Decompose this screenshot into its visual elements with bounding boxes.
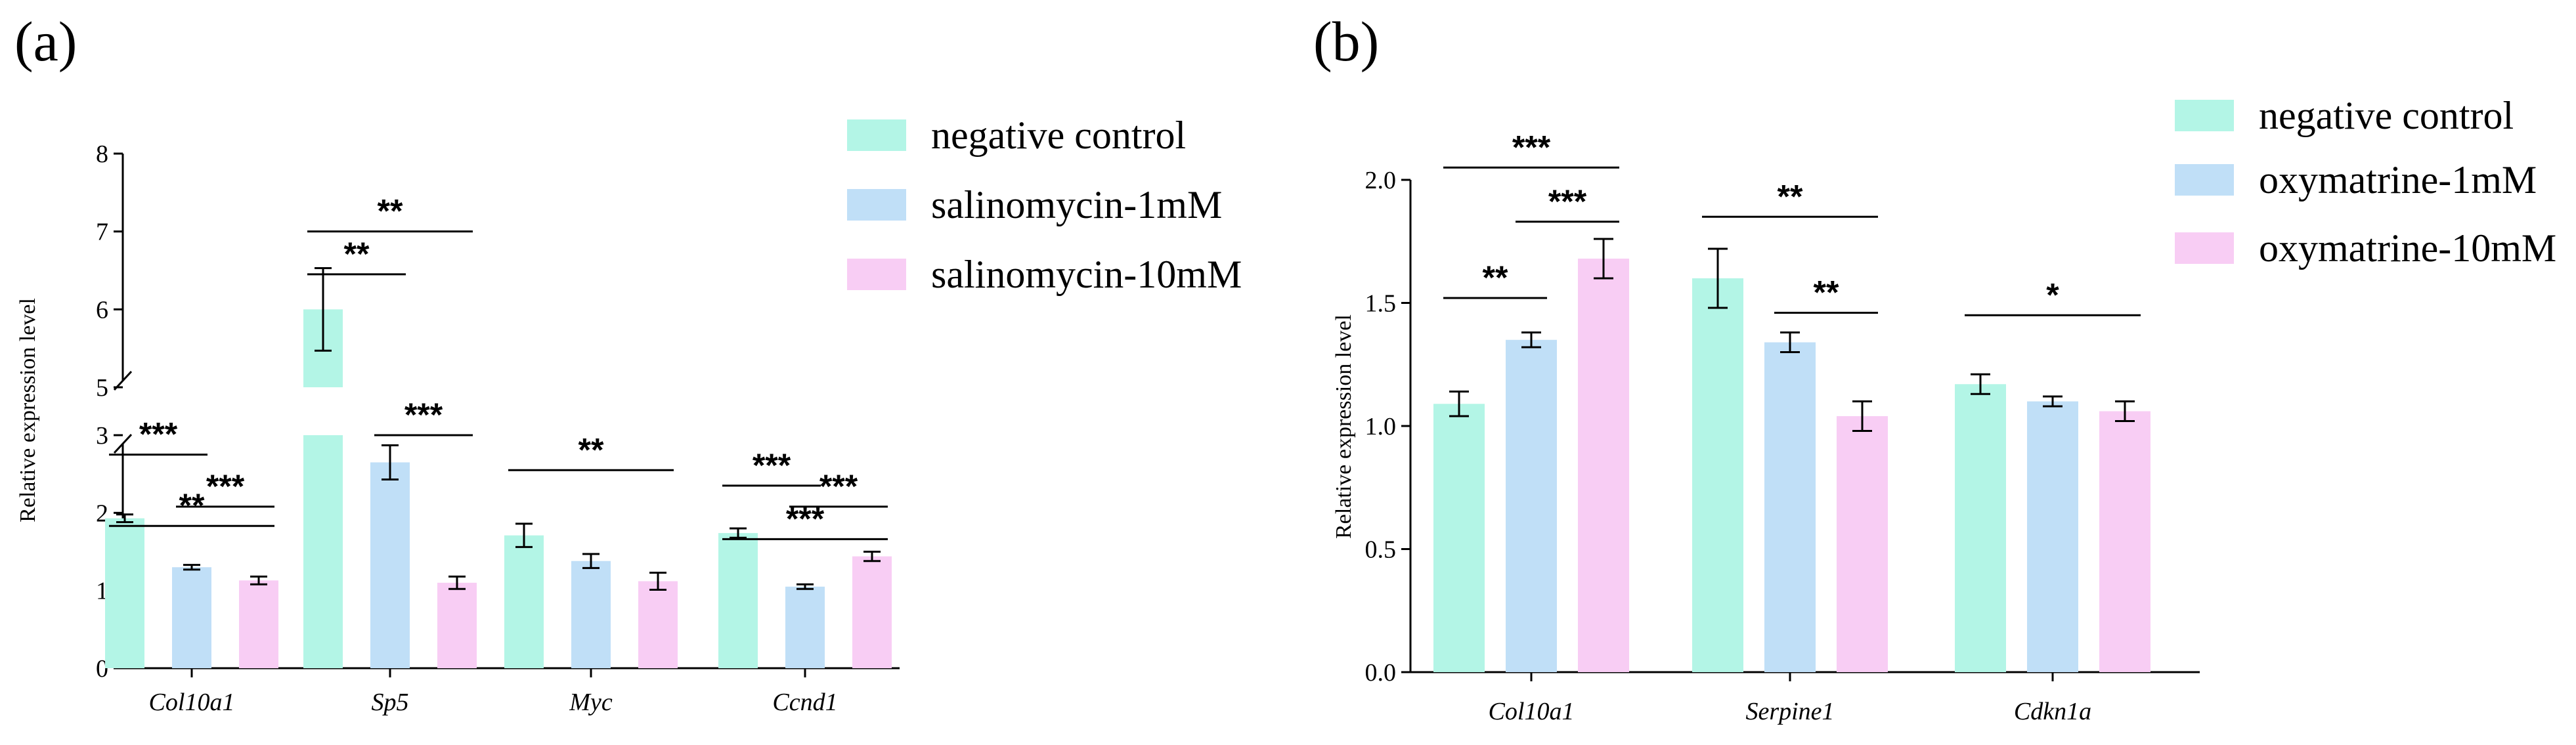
bar-oxymatrine-10mM bbox=[1837, 416, 1888, 672]
panel-b: (b) Relative expression level 0.0 0.5 1.0 1… bbox=[1313, 10, 2556, 725]
y-tick-label: 7 bbox=[96, 219, 108, 246]
bar-oxymatrine-1mM bbox=[2027, 401, 2078, 672]
legend-swatch bbox=[2175, 100, 2234, 131]
significance-label: *** bbox=[1548, 183, 1587, 220]
bar-oxymatrine-10mM bbox=[2099, 411, 2150, 672]
bar-salinomycin-1mM bbox=[172, 567, 211, 668]
bar-oxymatrine-1mM bbox=[1764, 342, 1816, 672]
significance-label: *** bbox=[404, 396, 443, 433]
bar-negative control bbox=[504, 535, 544, 668]
significance-label: *** bbox=[139, 416, 178, 453]
legend-label: oxymatrine-10mM bbox=[2259, 226, 2556, 270]
y-tick-label: 5 bbox=[96, 374, 108, 402]
legend-label: negative control bbox=[931, 114, 1186, 157]
category-label: Serpine1 bbox=[1745, 698, 1834, 725]
significance-label: ** bbox=[179, 487, 205, 524]
significance-label: ** bbox=[1814, 274, 1839, 311]
y-tick-label: 2.0 bbox=[1365, 167, 1397, 194]
bar-negative control bbox=[1955, 384, 2006, 672]
axis-break-mark bbox=[113, 433, 133, 454]
y-tick-label: 3 bbox=[96, 422, 108, 450]
y-tick-label: 1.0 bbox=[1365, 413, 1397, 440]
bar-salinomycin-1mM bbox=[370, 462, 410, 668]
significance-label: *** bbox=[206, 468, 245, 505]
bar-salinomycin-10mM bbox=[852, 556, 892, 668]
bar-salinomycin-1mM bbox=[571, 561, 611, 668]
bar-oxymatrine-1mM bbox=[1506, 339, 1557, 672]
legend-swatch bbox=[2175, 164, 2234, 196]
y-tick-label: 0.0 bbox=[1365, 659, 1397, 687]
legend-label: salinomycin-1mM bbox=[931, 183, 1222, 226]
y-tick-label: 8 bbox=[96, 140, 108, 168]
category-label: Sp5 bbox=[372, 689, 409, 716]
y-tick-label: 1.5 bbox=[1365, 290, 1397, 318]
bar-salinomycin-10mM bbox=[239, 580, 278, 668]
bar-salinomycin-1mM bbox=[785, 586, 825, 668]
bar-negative control bbox=[718, 533, 758, 668]
panel-a-label: (a) bbox=[14, 10, 77, 73]
bar-negative control bbox=[1433, 404, 1485, 672]
bar-negative control bbox=[303, 435, 343, 668]
bar-negative control bbox=[105, 518, 144, 668]
significance-label: ** bbox=[1778, 178, 1803, 215]
significance-label: ** bbox=[579, 431, 604, 468]
category-label: Ccnd1 bbox=[772, 689, 837, 716]
category-label: Col10a1 bbox=[149, 689, 235, 716]
panel-a: (a) Relative expression level 01235678Co… bbox=[14, 10, 1242, 716]
significance-label: *** bbox=[753, 447, 791, 484]
category-label: Cdkn1a bbox=[2014, 698, 2091, 725]
significance-label: ** bbox=[378, 193, 403, 230]
legend-swatch bbox=[847, 189, 906, 221]
panel-a-y-axis-label: Relative expression level bbox=[16, 298, 40, 522]
legend-swatch bbox=[847, 119, 906, 151]
significance-label: ** bbox=[344, 236, 370, 272]
legend-swatch bbox=[2175, 232, 2234, 264]
significance-label: * bbox=[2046, 276, 2059, 313]
panel-b-label: (b) bbox=[1313, 10, 1379, 73]
y-tick-label: 0.5 bbox=[1365, 536, 1397, 564]
category-label: Col10a1 bbox=[1489, 698, 1575, 725]
bar-salinomycin-10mM bbox=[437, 582, 477, 668]
bar-negative control bbox=[1692, 278, 1743, 672]
legend-label: negative control bbox=[2259, 94, 2514, 137]
category-label: Myc bbox=[569, 689, 613, 716]
legend-label: oxymatrine-1mM bbox=[2259, 158, 2537, 202]
bar-salinomycin-10mM bbox=[638, 581, 678, 668]
legend-swatch bbox=[847, 259, 906, 290]
panel-b-y-axis-label: Relative expression level bbox=[1332, 314, 1356, 539]
significance-label: *** bbox=[1512, 129, 1551, 165]
significance-label: *** bbox=[819, 468, 858, 505]
significance-label: ** bbox=[1483, 259, 1508, 296]
y-tick-label: 6 bbox=[96, 296, 108, 324]
legend-label: salinomycin-10mM bbox=[931, 253, 1242, 296]
bar-oxymatrine-10mM bbox=[1578, 259, 1629, 672]
